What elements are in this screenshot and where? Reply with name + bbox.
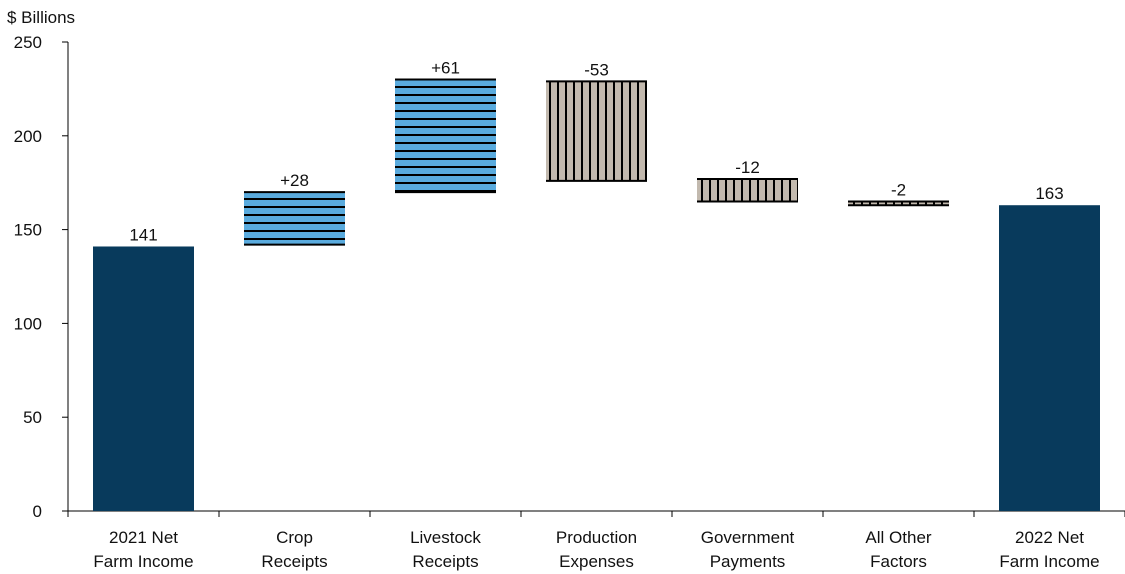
bar-value-label: 163 <box>1035 184 1063 203</box>
bar-value-label: 141 <box>129 225 157 244</box>
y-tick-label: 0 <box>33 502 42 521</box>
y-tick-label: 50 <box>23 408 42 427</box>
category-label: Expenses <box>559 552 634 571</box>
increase-bar <box>395 79 496 193</box>
y-tick-label: 250 <box>14 33 42 52</box>
y-tick-label: 100 <box>14 314 42 333</box>
decrease-bar <box>697 178 798 202</box>
category-label: Payments <box>710 552 786 571</box>
y-tick-label: 200 <box>14 127 42 146</box>
category-label: Factors <box>870 552 927 571</box>
category-label: Farm Income <box>999 552 1099 571</box>
total-bar <box>93 246 194 511</box>
bar-value-label: -53 <box>584 60 609 79</box>
bar-value-label: +61 <box>431 59 460 78</box>
category-label: 2021 Net <box>109 528 178 547</box>
category-label: Receipts <box>261 552 327 571</box>
increase-bar <box>244 192 345 245</box>
total-bar <box>999 205 1100 511</box>
category-label: Production <box>556 528 637 547</box>
bar-value-label: -2 <box>891 180 906 199</box>
bars <box>93 78 1100 511</box>
category-label: Farm Income <box>93 552 193 571</box>
axes: 0 50 100 150 200 250 <box>14 33 1125 521</box>
category-label: All Other <box>865 528 931 547</box>
category-label: Receipts <box>412 552 478 571</box>
bar-value-label: +28 <box>280 171 309 190</box>
category-labels: 2021 Net Farm Income Crop Receipts Livestock… <box>93 528 1099 571</box>
category-label: Government <box>701 528 795 547</box>
value-labels: 141 +28 +61 -53 -12 -2 163 <box>129 59 1063 245</box>
bar-value-label: -12 <box>735 158 760 177</box>
y-axis-unit-label: $ Billions <box>7 8 75 27</box>
category-label: Crop <box>276 528 313 547</box>
decrease-bar <box>546 81 647 181</box>
y-tick-label: 150 <box>14 221 42 240</box>
category-label: Livestock <box>410 528 481 547</box>
decrease-bar <box>848 201 949 206</box>
category-label: 2022 Net <box>1015 528 1084 547</box>
